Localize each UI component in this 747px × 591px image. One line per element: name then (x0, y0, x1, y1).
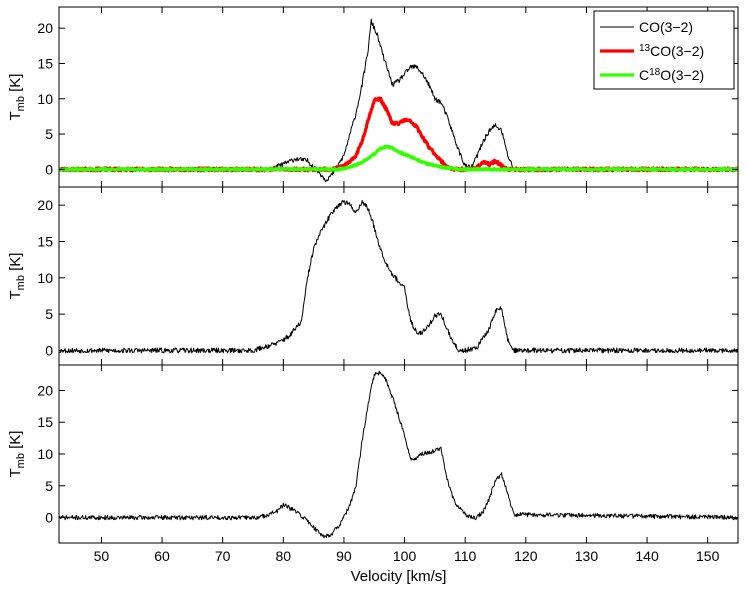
y-tick-label: 20 (37, 197, 53, 213)
y-tick-label: 10 (37, 270, 53, 286)
y-tick-label: 15 (37, 414, 53, 430)
series-line-middle (59, 199, 738, 354)
y-tick-label: 5 (45, 306, 53, 322)
y-tick-label: 5 (45, 478, 53, 494)
series-line-bottom (59, 370, 738, 539)
legend-label: C18O(3−2) (639, 67, 704, 83)
x-tick-label: 140 (635, 548, 659, 564)
legend-label: 13CO(3−2) (639, 43, 704, 59)
y-tick-label: 20 (37, 382, 53, 398)
series-line-13co-3-2- (59, 96, 738, 173)
x-axis-label: Velocity [km/s] (351, 568, 447, 585)
x-tick-label: 120 (514, 548, 538, 564)
panel-top: 0 5 10 15 20 Tmb [K] CO(3−2) 13CO(3−2) C18O(3−2) (7, 6, 739, 188)
x-tick-label: 100 (393, 548, 417, 564)
y-tick-label: 5 (45, 126, 53, 142)
x-tick-label: 130 (575, 548, 599, 564)
y-tick-label: 15 (37, 55, 53, 71)
x-tick-label: 50 (94, 548, 110, 564)
y-tick-label: 0 (45, 342, 53, 358)
x-tick-label: 80 (276, 548, 292, 564)
x-tick-label: 60 (154, 548, 170, 564)
legend: CO(3−2) 13CO(3−2) C18O(3−2) (593, 10, 735, 90)
x-tick-label: 150 (696, 548, 720, 564)
y-axis-label: Tmb [K] (7, 431, 27, 478)
x-tick-label: 70 (215, 548, 231, 564)
y-axis-label: Tmb [K] (7, 253, 27, 300)
x-tick-label: 90 (336, 548, 352, 564)
series-line-c18o-3-2- (59, 144, 738, 172)
x-tick-label: 110 (454, 548, 477, 564)
y-tick-label: 20 (37, 20, 53, 36)
y-tick-label: 0 (45, 510, 53, 526)
y-axis-label: Tmb [K] (7, 74, 27, 121)
y-tick-label: 15 (37, 233, 53, 249)
legend-label: CO(3−2) (639, 19, 693, 35)
panel-bottom: 0 5 10 15 20 Tmb [K] 50 60 70 80 90 100 110 120 130 140… (7, 364, 739, 585)
plot-frame (58, 186, 739, 366)
panel-middle: 0 5 10 15 20 Tmb [K] (7, 186, 739, 366)
y-tick-label: 0 (45, 161, 53, 177)
y-tick-label: 10 (37, 446, 53, 462)
y-tick-label: 10 (37, 91, 53, 107)
